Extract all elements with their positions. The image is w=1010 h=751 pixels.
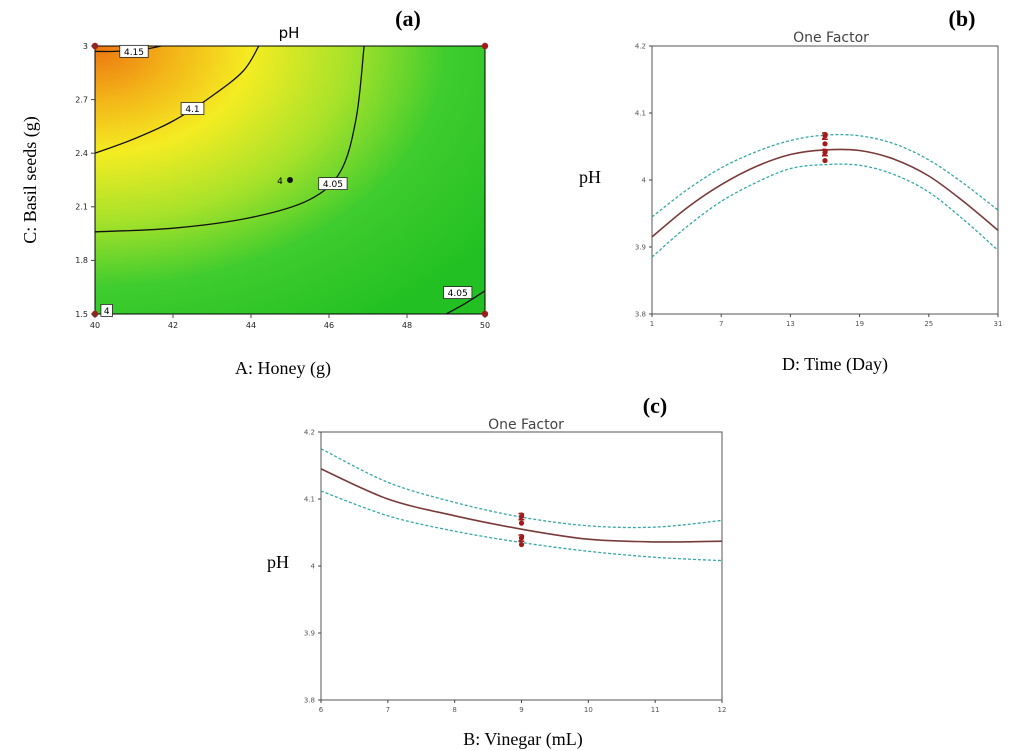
panel-b: 22 1 7 13 19 25 31 3.83.944.14.2 One Factor (… — [579, 6, 1002, 375]
y-tick-label: 3.8 — [304, 696, 315, 704]
panel-c-design-points: 22 — [518, 510, 526, 548]
contour-label-box — [443, 286, 473, 299]
y-tick-label: 3.9 — [635, 243, 646, 251]
y-tick-label: 3.9 — [304, 629, 315, 637]
panel-c-y-ticks: 3.8 3.9 4 4.1 4.2 — [304, 428, 321, 704]
x-tick-label: 7 — [386, 706, 390, 714]
x-tick-label: 50 — [480, 321, 490, 330]
panel-a-tag: (a) — [395, 6, 421, 31]
x-tick-label: 13 — [786, 320, 795, 328]
design-point — [822, 149, 828, 156]
design-point — [822, 141, 828, 147]
panel-c-tag: (c) — [643, 393, 667, 418]
contour-label-box — [180, 102, 205, 115]
x-tick-label: 10 — [584, 706, 593, 714]
panel-b-lines — [651, 133, 999, 258]
design-point — [287, 177, 293, 183]
point-count-label: 2 — [518, 532, 526, 545]
y-tick-label: 2.7 — [75, 95, 88, 104]
design-point — [518, 535, 525, 541]
contour-label: 4.05 — [448, 289, 468, 299]
panel-a-x-ticks: 40 42 44 46 48 50 — [90, 314, 490, 330]
fit-line — [320, 468, 723, 543]
y-tick-label: 3.8 — [635, 310, 646, 318]
contour-label-box — [119, 44, 149, 58]
x-tick-label: 42 — [168, 321, 178, 330]
x-tick-label: 9 — [519, 706, 523, 714]
x-tick-label: 31 — [994, 320, 1003, 328]
panel-b-y-ticks: 3.8 3.9 4 4.1 4.2 — [635, 42, 652, 318]
panel-b-title: One Factor — [793, 30, 869, 46]
panel-a-center-label: 4 — [277, 177, 283, 187]
panel-c-frame — [320, 431, 723, 701]
confidence-band — [320, 490, 723, 562]
y-tick-label: 4 — [311, 562, 316, 570]
design-point — [822, 133, 828, 139]
x-tick-label: 25 — [924, 320, 933, 328]
panel-b-ylabel: pH — [579, 167, 601, 187]
y-tick-label: 2.1 — [75, 203, 88, 212]
confidence-band — [651, 163, 999, 258]
y-tick-label: 4.2 — [635, 42, 646, 50]
panel-b-x-ticks: 1 7 13 19 25 31 — [650, 314, 1003, 328]
panel-b-frame — [651, 45, 999, 315]
y-tick-label: 4.2 — [304, 428, 315, 436]
x-tick-label: 11 — [651, 706, 660, 714]
contour-label-box — [100, 304, 113, 317]
panel-c: 22 6 7 8 9 10 11 12 3.83.944.14.2 One Factor (… — [267, 393, 726, 750]
contour-line — [94, 45, 365, 233]
contour-label: 4.1 — [185, 105, 199, 115]
y-tick-label: 1.5 — [75, 310, 88, 319]
x-tick-label: 6 — [319, 706, 324, 714]
contour-label: 4.05 — [323, 180, 343, 190]
design-point — [518, 541, 525, 548]
x-tick-label: 7 — [719, 320, 723, 328]
x-tick-label: 19 — [855, 320, 864, 328]
design-point — [518, 513, 525, 520]
point-count-label: 2 — [518, 510, 526, 523]
y-tick-label: 4 — [642, 176, 647, 184]
panel-a-contour-labels: 4.15 4.1 4.05 4.05 4 — [100, 44, 473, 317]
point-count-label: 2 — [821, 147, 829, 160]
panel-a-ylabel: C: Basil seeds (g) — [20, 116, 41, 244]
confidence-band — [320, 448, 723, 529]
design-point — [822, 157, 828, 164]
point-count-label: 2 — [821, 130, 829, 143]
design-point — [481, 42, 489, 50]
panel-b-xlabel: D: Time (Day) — [782, 354, 888, 375]
design-point — [518, 520, 525, 526]
y-tick-label: 4.1 — [304, 495, 315, 503]
x-tick-label: 40 — [90, 321, 100, 330]
contour-label-box — [318, 177, 348, 190]
y-tick-label: 2.4 — [75, 149, 88, 158]
contour-line — [445, 290, 486, 315]
fit-line — [651, 148, 999, 238]
y-tick-label: 1.8 — [75, 256, 88, 265]
panel-b-tag: (b) — [949, 6, 976, 31]
contour-label: 4.15 — [124, 48, 144, 58]
panel-b-design-points: 22 — [821, 130, 829, 164]
panel-a-xlabel: A: Honey (g) — [235, 358, 331, 379]
panel-c-x-ticks: 6 7 8 9 10 11 12 — [319, 700, 727, 714]
x-tick-label: 48 — [402, 321, 412, 330]
y-tick-label: 4.1 — [635, 109, 646, 117]
x-tick-label: 46 — [324, 321, 334, 330]
x-tick-label: 8 — [452, 706, 456, 714]
panel-c-xlabel: B: Vinegar (mL) — [463, 729, 583, 750]
panel-a: 4.15 4.1 4.05 4.05 4 40 42 44 46 48 50 1.5 1.8 2.1 2… — [20, 6, 490, 379]
x-tick-label: 12 — [718, 706, 727, 714]
y-tick-label: 3 — [83, 42, 88, 51]
x-tick-label: 1 — [650, 320, 654, 328]
panel-a-y-ticks: 1.5 1.8 2.1 2.4 2.7 3 — [75, 42, 95, 319]
panel-c-title: One Factor — [488, 417, 564, 433]
contour-label: 4 — [104, 307, 110, 317]
x-tick-label: 44 — [246, 321, 256, 330]
panel-a-title: pH — [279, 24, 300, 42]
panel-c-ylabel: pH — [267, 552, 289, 572]
